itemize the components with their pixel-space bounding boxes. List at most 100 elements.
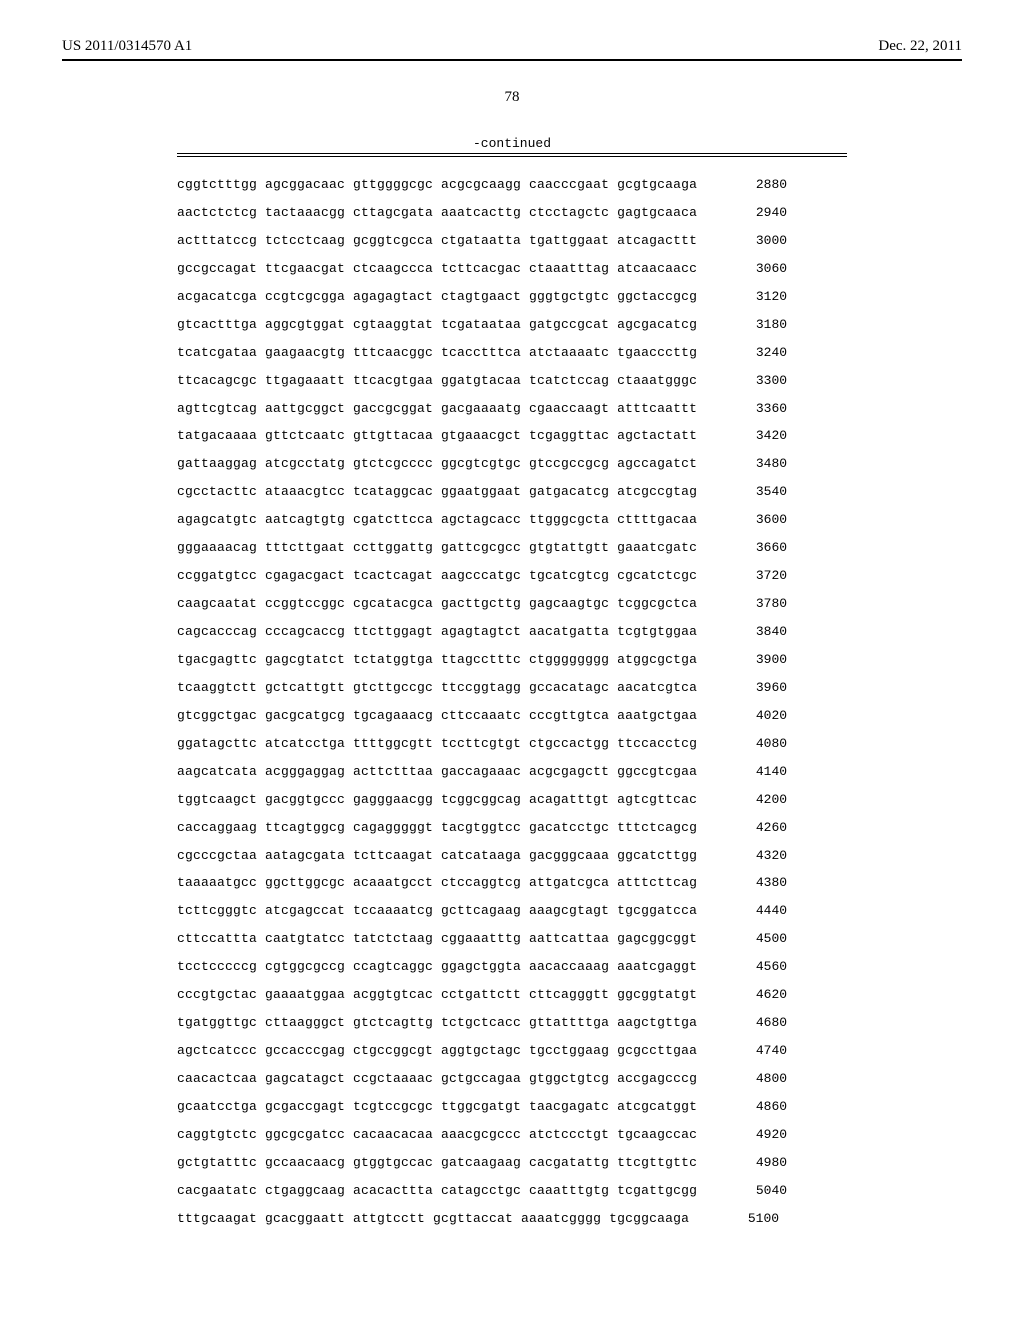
sequence-groups: tgacgagttc gagcgtatct tctatggtga ttagcct… xyxy=(177,646,697,674)
sequence-position: 4440 xyxy=(715,897,787,925)
sequence-position: 4260 xyxy=(715,814,787,842)
sequence-position: 2940 xyxy=(715,199,787,227)
sequence-position: 3240 xyxy=(715,339,787,367)
sequence-row: tatgacaaaa gttctcaatc gttgttacaa gtgaaac… xyxy=(177,422,847,450)
sequence-row: agagcatgtc aatcagtgtg cgatcttcca agctagc… xyxy=(177,506,847,534)
sequence-position: 4680 xyxy=(715,1009,787,1037)
sequence-groups: cagcacccag cccagcaccg ttcttggagt agagtag… xyxy=(177,618,697,646)
sequence-row: cccgtgctac gaaaatggaa acggtgtcac cctgatt… xyxy=(177,981,847,1009)
sequence-position: 3720 xyxy=(715,562,787,590)
sequence-row: caagcaatat ccggtccggc cgcatacgca gacttgc… xyxy=(177,590,847,618)
sequence-groups: tcaaggtctt gctcattgtt gtcttgccgc ttccggt… xyxy=(177,674,697,702)
sequence-row: caacactcaa gagcatagct ccgctaaaac gctgcca… xyxy=(177,1065,847,1093)
sequence-groups: agttcgtcag aattgcggct gaccgcggat gacgaaa… xyxy=(177,395,697,423)
sequence-position: 4080 xyxy=(715,730,787,758)
sequence-groups: tcttcgggtc atcgagccat tccaaaatcg gcttcag… xyxy=(177,897,697,925)
sequence-groups: gtcactttga aggcgtggat cgtaaggtat tcgataa… xyxy=(177,311,697,339)
sequence-row: agttcgtcag aattgcggct gaccgcggat gacgaaa… xyxy=(177,395,847,423)
sequence-position: 3900 xyxy=(715,646,787,674)
sequence-position: 3300 xyxy=(715,367,787,395)
sequence-groups: gctgtatttc gccaacaacg gtggtgccac gatcaag… xyxy=(177,1149,697,1177)
sequence-row: ttcacagcgc ttgagaaatt ttcacgtgaa ggatgta… xyxy=(177,367,847,395)
sequence-position: 3780 xyxy=(715,590,787,618)
sequence-groups: aagcatcata acgggaggag acttctttaa gaccaga… xyxy=(177,758,697,786)
sequence-row: tggtcaagct gacggtgccc gagggaacgg tcggcgg… xyxy=(177,786,847,814)
sequence-row: cgcctacttc ataaacgtcc tcataggcac ggaatgg… xyxy=(177,478,847,506)
sequence-position: 4140 xyxy=(715,758,787,786)
sequence-row: gtcactttga aggcgtggat cgtaaggtat tcgataa… xyxy=(177,311,847,339)
sequence-position: 4800 xyxy=(715,1065,787,1093)
sequence-row: gggaaaacag tttcttgaat ccttggattg gattcgc… xyxy=(177,534,847,562)
sequence-groups: acgacatcga ccgtcgcgga agagagtact ctagtga… xyxy=(177,283,697,311)
sequence-groups: gggaaaacag tttcttgaat ccttggattg gattcgc… xyxy=(177,534,697,562)
publication-number: US 2011/0314570 A1 xyxy=(62,38,192,55)
sequence-position: 3840 xyxy=(715,618,787,646)
sequence-row: taaaaatgcc ggcttggcgc acaaatgcct ctccagg… xyxy=(177,869,847,897)
sequence-position: 4200 xyxy=(715,786,787,814)
sequence-row: acgacatcga ccgtcgcgga agagagtact ctagtga… xyxy=(177,283,847,311)
sequence-position: 4320 xyxy=(715,842,787,870)
sequence-row: actttatccg tctcctcaag gcggtcgcca ctgataa… xyxy=(177,227,847,255)
sequence-row: aactctctcg tactaaacgg cttagcgata aaatcac… xyxy=(177,199,847,227)
sequence-groups: caggtgtctc ggcgcgatcc cacaacacaa aaacgcg… xyxy=(177,1121,697,1149)
sequence-position: 4020 xyxy=(715,702,787,730)
sequence-groups: tcctcccccg cgtggcgccg ccagtcaggc ggagctg… xyxy=(177,953,697,981)
sequence-position: 3000 xyxy=(715,227,787,255)
sequence-position: 3600 xyxy=(715,506,787,534)
sequence-row: gattaaggag atcgcctatg gtctcgcccc ggcgtcg… xyxy=(177,450,847,478)
sequence-groups: cggtctttgg agcggacaac gttggggcgc acgcgca… xyxy=(177,171,697,199)
sequence-row: tgatggttgc cttaagggct gtctcagttg tctgctc… xyxy=(177,1009,847,1037)
sequence-groups: actttatccg tctcctcaag gcggtcgcca ctgataa… xyxy=(177,227,697,255)
sequence-position: 4980 xyxy=(715,1149,787,1177)
sequence-groups: taaaaatgcc ggcttggcgc acaaatgcct ctccagg… xyxy=(177,869,697,897)
sequence-bot-rule xyxy=(177,156,847,157)
sequence-row: ggatagcttc atcatcctga ttttggcgtt tccttcg… xyxy=(177,730,847,758)
sequence-row: gtcggctgac gacgcatgcg tgcagaaacg cttccaa… xyxy=(177,702,847,730)
sequence-position: 4740 xyxy=(715,1037,787,1065)
sequence-row: tttgcaagat gcacggaatt attgtcctt gcgttacc… xyxy=(177,1205,847,1233)
sequence-groups: caagcaatat ccggtccggc cgcatacgca gacttgc… xyxy=(177,590,697,618)
sequence-position: 3180 xyxy=(715,311,787,339)
sequence-position: 3480 xyxy=(715,450,787,478)
sequence-position: 4920 xyxy=(715,1121,787,1149)
sequence-groups: tggtcaagct gacggtgccc gagggaacgg tcggcgg… xyxy=(177,786,697,814)
sequence-row: gctgtatttc gccaacaacg gtggtgccac gatcaag… xyxy=(177,1149,847,1177)
sequence-position: 3420 xyxy=(715,422,787,450)
page-header: US 2011/0314570 A1 Dec. 22, 2011 xyxy=(62,38,962,55)
sequence-row: tcctcccccg cgtggcgccg ccagtcaggc ggagctg… xyxy=(177,953,847,981)
sequence-groups: caccaggaag ttcagtggcg cagagggggt tacgtgg… xyxy=(177,814,697,842)
sequence-row: cgcccgctaa aatagcgata tcttcaagat catcata… xyxy=(177,842,847,870)
sequence-row: tcttcgggtc atcgagccat tccaaaatcg gcttcag… xyxy=(177,897,847,925)
sequence-groups: tgatggttgc cttaagggct gtctcagttg tctgctc… xyxy=(177,1009,697,1037)
sequence-row: cagcacccag cccagcaccg ttcttggagt agagtag… xyxy=(177,618,847,646)
sequence-position: 3120 xyxy=(715,283,787,311)
sequence-groups: gattaaggag atcgcctatg gtctcgcccc ggcgtcg… xyxy=(177,450,697,478)
sequence-row: gcaatcctga gcgaccgagt tcgtccgcgc ttggcga… xyxy=(177,1093,847,1121)
sequence-groups: cgcccgctaa aatagcgata tcttcaagat catcata… xyxy=(177,842,697,870)
sequence-row: cacgaatatc ctgaggcaag acacacttta catagcc… xyxy=(177,1177,847,1205)
sequence-position: 4860 xyxy=(715,1093,787,1121)
sequence-row: aagcatcata acgggaggag acttctttaa gaccaga… xyxy=(177,758,847,786)
sequence-groups: cacgaatatc ctgaggcaag acacacttta catagcc… xyxy=(177,1177,697,1205)
sequence-top-rule xyxy=(177,153,847,154)
sequence-groups: cttccattta caatgtatcc tatctctaag cggaaat… xyxy=(177,925,697,953)
sequence-groups: ccggatgtcc cgagacgact tcactcagat aagccca… xyxy=(177,562,697,590)
sequence-position: 2880 xyxy=(715,171,787,199)
sequence-rule-wrap xyxy=(177,153,847,157)
sequence-groups: gcaatcctga gcgaccgagt tcgtccgcgc ttggcga… xyxy=(177,1093,697,1121)
sequence-position: 5040 xyxy=(715,1177,787,1205)
sequence-groups: cgcctacttc ataaacgtcc tcataggcac ggaatgg… xyxy=(177,478,697,506)
sequence-row: caggtgtctc ggcgcgatcc cacaacacaa aaacgcg… xyxy=(177,1121,847,1149)
sequence-groups: gtcggctgac gacgcatgcg tgcagaaacg cttccaa… xyxy=(177,702,697,730)
sequence-position: 5100 xyxy=(707,1205,779,1233)
sequence-groups: tcatcgataa gaagaacgtg tttcaacggc tcacctt… xyxy=(177,339,697,367)
sequence-position: 4620 xyxy=(715,981,787,1009)
sequence-groups: agagcatgtc aatcagtgtg cgatcttcca agctagc… xyxy=(177,506,697,534)
sequence-position: 4500 xyxy=(715,925,787,953)
sequence-groups: agctcatccc gccacccgag ctgccggcgt aggtgct… xyxy=(177,1037,697,1065)
sequence-groups: tatgacaaaa gttctcaatc gttgttacaa gtgaaac… xyxy=(177,422,697,450)
sequence-groups: cccgtgctac gaaaatggaa acggtgtcac cctgatt… xyxy=(177,981,697,1009)
sequence-groups: tttgcaagat gcacggaatt attgtcctt gcgttacc… xyxy=(177,1205,689,1233)
sequence-position: 3360 xyxy=(715,395,787,423)
sequence-row: agctcatccc gccacccgag ctgccggcgt aggtgct… xyxy=(177,1037,847,1065)
